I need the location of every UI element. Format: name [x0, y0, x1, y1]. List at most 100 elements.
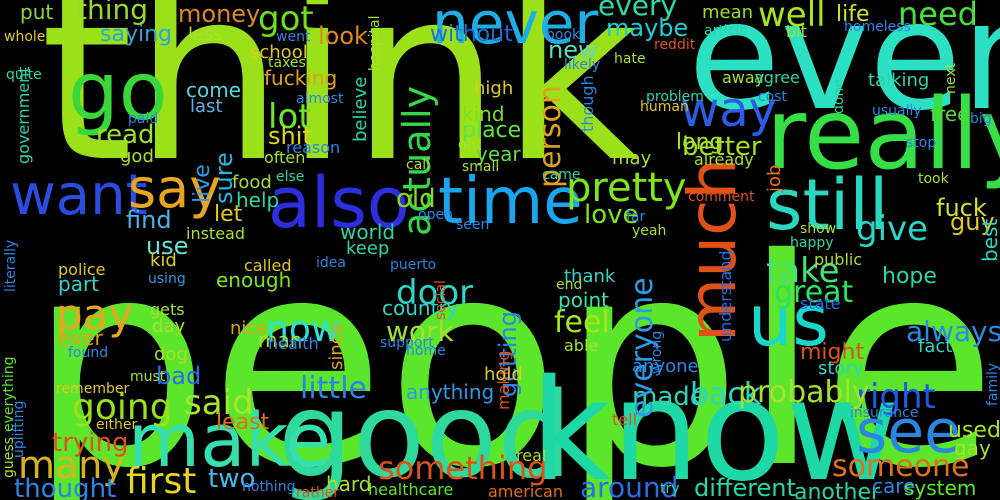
word-call: call: [406, 157, 431, 173]
word-live: live: [190, 164, 215, 203]
word-guess: guess: [1, 437, 17, 478]
word-idea: idea: [316, 255, 346, 271]
word-anything: anything: [406, 380, 495, 404]
word-whole: whole: [4, 29, 46, 45]
word-god: god: [120, 146, 154, 167]
word-long: long: [676, 130, 724, 155]
word-nothing: nothing: [242, 479, 296, 495]
word-keep: keep: [346, 238, 390, 259]
word-give: give: [856, 209, 929, 249]
word-usually: usually: [872, 103, 922, 119]
word-part: part: [58, 272, 100, 296]
word-open: open: [418, 207, 453, 223]
word-always: always: [906, 315, 1000, 348]
word-used: used: [948, 418, 1000, 443]
word-year: year: [476, 142, 521, 166]
word-rather: rather: [296, 485, 340, 500]
word-come: come: [186, 78, 242, 102]
word-guy: guy: [950, 208, 995, 236]
word-state: state: [800, 294, 841, 313]
word-man: man: [258, 328, 303, 352]
word-love: love: [584, 200, 639, 230]
word-great: great: [774, 275, 854, 310]
word-first: first: [126, 461, 197, 500]
word-already: already: [694, 150, 754, 169]
word-bit: bit: [786, 22, 807, 41]
word-show: show: [800, 221, 837, 237]
word-though: though: [578, 74, 597, 132]
word-dog: dog: [154, 344, 188, 365]
word-thank: thank: [564, 266, 616, 287]
word-lot: lot: [268, 97, 312, 137]
word-never: never: [432, 0, 599, 57]
word-best: best: [978, 218, 1000, 262]
word-see: see: [856, 397, 962, 467]
word-found: found: [68, 345, 109, 361]
word-mean: mean: [702, 2, 754, 23]
word-almost: almost: [296, 91, 344, 107]
word-human: human: [640, 99, 689, 115]
word-social: social: [433, 280, 449, 321]
word-book: book: [546, 27, 581, 43]
word-went: went: [276, 29, 311, 45]
word-money: money: [178, 0, 261, 28]
word-time: time: [438, 165, 583, 239]
word-something: something: [378, 449, 548, 487]
word-gay: gay: [954, 436, 991, 460]
word-quite: quite: [6, 67, 42, 83]
word-still: still: [766, 164, 889, 246]
word-remember: remember: [56, 381, 130, 397]
word-reddit: reddit: [654, 37, 696, 53]
word-tell: tell: [612, 410, 638, 429]
word-got: got: [258, 0, 314, 39]
word-need: need: [898, 0, 978, 33]
word-hard: hard: [326, 472, 372, 496]
word-seen: seen: [456, 217, 490, 233]
word-taxes: taxes: [268, 55, 306, 71]
word-even: even: [688, 0, 1000, 144]
word-little: little: [300, 371, 367, 406]
word-world: world: [340, 220, 396, 244]
word-pay: pay: [56, 290, 134, 339]
word-public: public: [814, 250, 863, 269]
word-real: real: [516, 446, 547, 465]
word-cost: cost: [758, 89, 788, 105]
word-care: care: [872, 474, 916, 498]
word-life: life: [836, 2, 870, 27]
word-much: much: [674, 158, 751, 343]
word-sure: sure: [210, 151, 238, 204]
word-anyone: anyone: [632, 356, 699, 377]
word-end: end: [556, 277, 583, 293]
word-us: us: [748, 280, 829, 362]
word-said: said: [184, 383, 254, 423]
word-country: country: [382, 296, 459, 320]
word-new: new: [548, 36, 598, 64]
word-fuck: fuck: [936, 194, 987, 222]
word-free: free: [930, 102, 970, 126]
word-help: help: [236, 188, 280, 212]
word-reason: reason: [286, 138, 341, 157]
word-better: better: [682, 132, 762, 162]
word-shit: shit: [268, 122, 312, 150]
word-small: small: [462, 159, 500, 175]
word-bad: bad: [156, 362, 202, 390]
word-place: place: [462, 118, 522, 143]
word-gets: gets: [150, 300, 185, 319]
word-home: home: [406, 343, 446, 359]
word-next: next: [943, 62, 959, 94]
word-comment: comment: [688, 189, 755, 205]
word-nice: nice: [230, 318, 268, 339]
word-system: system: [904, 476, 977, 500]
word-point: point: [558, 288, 610, 312]
word-food: food: [232, 172, 272, 193]
word-school: school: [250, 42, 308, 63]
word-use: use: [146, 232, 189, 260]
word-least: least: [216, 410, 270, 435]
word-think: think: [40, 0, 639, 215]
word-around: around: [580, 471, 679, 500]
word-else: else: [276, 169, 305, 185]
word-hold: hold: [484, 364, 523, 385]
word-know: know: [530, 350, 900, 500]
word-called: called: [244, 256, 292, 275]
